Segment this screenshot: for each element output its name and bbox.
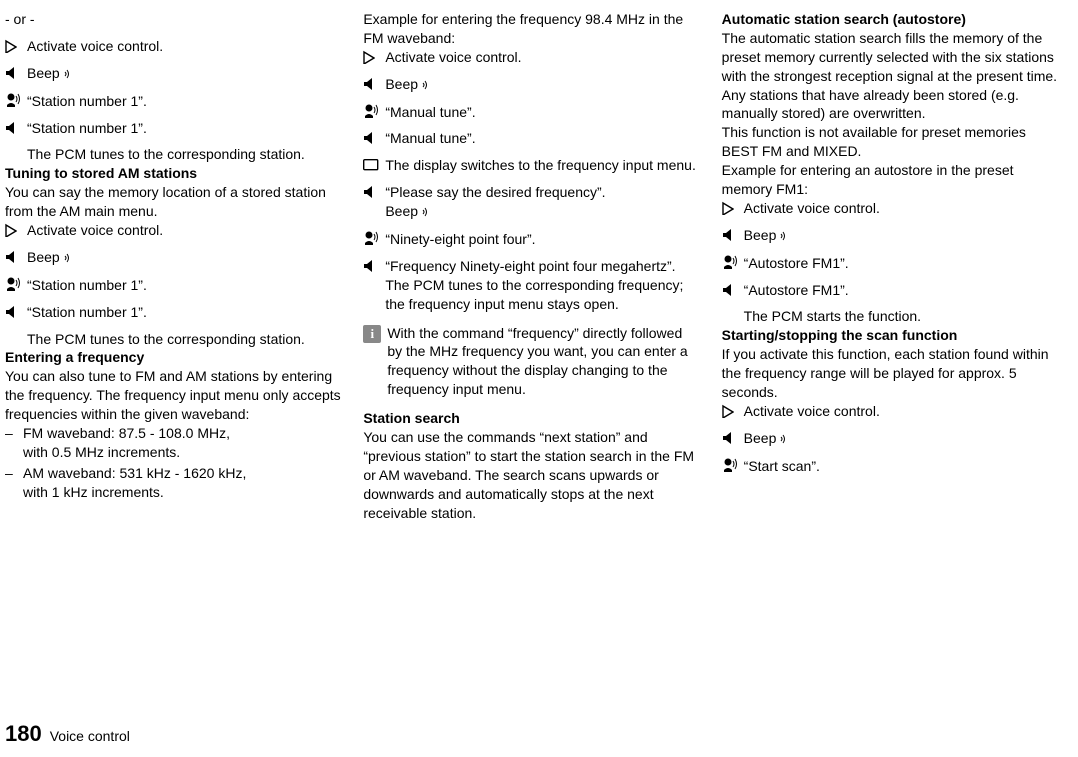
waves-icon (64, 65, 72, 84)
step-activate: Activate voice control. (363, 48, 699, 67)
heading-am: Tuning to stored AM stations (5, 164, 341, 183)
scan-intro: If you activate this function, each stat… (722, 345, 1058, 402)
step-activate: Activate voice control. (5, 37, 341, 56)
step-activate: Activate voice control. (722, 199, 1058, 218)
step-text: Activate voice control. (27, 37, 341, 56)
response-sub: The PCM tunes to the corresponding stati… (5, 145, 341, 164)
step-say: “Manual tune”. (363, 103, 699, 122)
speaker-icon (5, 248, 27, 267)
am-intro: You can say the memory location of a sto… (5, 183, 341, 221)
speaker-icon (363, 183, 385, 202)
speaker-icon (363, 75, 385, 94)
triangle-icon (722, 402, 744, 421)
step-response: “Station number 1”. (5, 119, 341, 138)
waves-icon (780, 227, 788, 246)
screen-icon (363, 156, 385, 175)
auto-intro: The automatic station search fills the m… (722, 29, 1058, 161)
or-line: - or - (5, 10, 341, 29)
step-beep: Beep (722, 429, 1058, 449)
speaker-icon (363, 129, 385, 148)
step-say: “Station number 1”. (5, 92, 341, 111)
freq-intro: You can also tune to FM and AM stations … (5, 367, 341, 424)
column-3: Automatic station search (autostore) The… (722, 10, 1058, 690)
search-intro: You can use the commands “next station” … (363, 428, 699, 522)
page-number: 180 (5, 721, 42, 747)
step-beep: Beep (722, 226, 1058, 246)
step-beep: Beep (363, 75, 699, 95)
head-icon (363, 103, 385, 122)
triangle-icon (722, 199, 744, 218)
step-freq-response: “Frequency Ninety-eight point four megah… (363, 257, 699, 314)
info-note: i With the command “frequency” directly … (363, 324, 699, 400)
step-say: “Station number 1”. (5, 276, 341, 295)
step-say: “Autostore FM1”. (722, 254, 1058, 273)
heading-search: Station search (363, 409, 699, 428)
waves-icon (780, 430, 788, 449)
say-text: “Station number 1”. (27, 92, 341, 111)
speaker-icon (363, 257, 385, 276)
triangle-icon (5, 221, 27, 240)
triangle-icon (5, 37, 27, 56)
head-icon (722, 254, 744, 273)
step-response: “Station number 1”. (5, 303, 341, 322)
speaker-icon (722, 429, 744, 448)
head-icon (5, 92, 27, 111)
response-text: “Station number 1”. (27, 119, 341, 138)
waves-icon (64, 249, 72, 268)
heading-scan: Starting/stopping the scan function (722, 326, 1058, 345)
waves-icon (422, 203, 430, 222)
step-beep: Beep (5, 64, 341, 84)
chapter-title: Voice control (50, 728, 130, 744)
info-text: With the command “frequency” directly fo… (387, 324, 699, 400)
am-band: – AM waveband: 531 kHz - 1620 kHz, with … (5, 464, 341, 502)
head-icon (722, 457, 744, 476)
step-please: “Please say the desired frequency”. Beep (363, 183, 699, 222)
step-response: “Autostore FM1”. (722, 281, 1058, 300)
column-2: Example for entering the frequency 98.4 … (363, 10, 699, 690)
heading-autostore: Automatic station search (autostore) (722, 10, 1058, 29)
step-response: “Manual tune”. (363, 129, 699, 148)
head-icon (363, 230, 385, 249)
response-sub: The PCM tunes to the corresponding stati… (5, 330, 341, 349)
page-footer: 180 Voice control (5, 721, 130, 747)
heading-freq: Entering a frequency (5, 348, 341, 367)
triangle-icon (363, 48, 385, 67)
dash-icon: – (5, 464, 23, 502)
info-icon: i (363, 325, 381, 343)
waves-icon (422, 76, 430, 95)
step-activate: Activate voice control. (722, 402, 1058, 421)
speaker-icon (5, 119, 27, 138)
response-sub: The PCM starts the function. (722, 307, 1058, 326)
head-icon (5, 276, 27, 295)
step-say-ninety: “Ninety-eight point four”. (363, 230, 699, 249)
step-display: The display switches to the frequency in… (363, 156, 699, 175)
dash-icon: – (5, 424, 23, 462)
column-1: - or - Activate voice control. Beep “Sta… (5, 10, 341, 690)
speaker-icon (722, 226, 744, 245)
step-say: “Start scan”. (722, 457, 1058, 476)
auto-example: Example for entering an autostore in the… (722, 161, 1058, 199)
speaker-icon (5, 64, 27, 83)
fm-band: – FM waveband: 87.5 - 108.0 MHz, with 0.… (5, 424, 341, 462)
step-activate: Activate voice control. (5, 221, 341, 240)
speaker-icon (5, 303, 27, 322)
step-beep: Beep (5, 248, 341, 268)
example-intro: Example for entering the frequency 98.4 … (363, 10, 699, 48)
beep-text: Beep (27, 65, 60, 81)
speaker-icon (722, 281, 744, 300)
